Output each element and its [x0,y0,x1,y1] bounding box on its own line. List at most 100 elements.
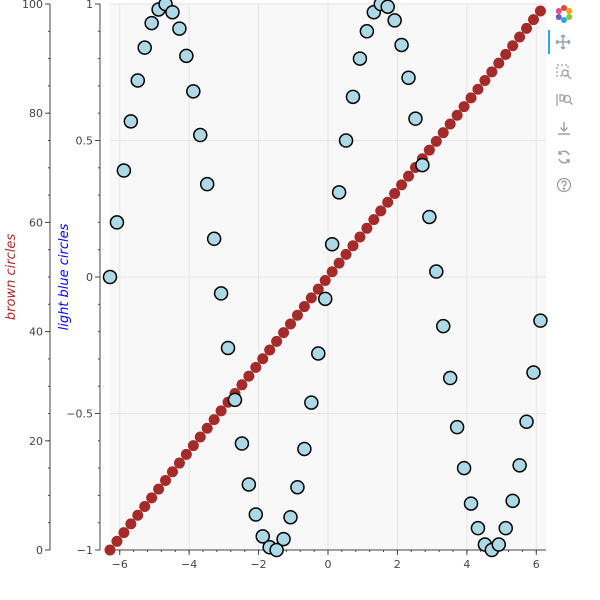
brown-point [305,292,317,304]
brown-point [375,205,387,217]
blue-point [526,365,541,380]
brown-point [479,75,491,87]
brown-point [451,109,463,121]
brown-point [139,501,151,513]
brown-point [340,248,352,260]
brown-point [298,301,310,313]
blue-point [394,37,409,53]
data-points [102,0,548,558]
y-axis-title-blue: light blue circles [57,223,72,330]
blue-point [123,114,139,129]
brown-point [236,379,248,391]
blue-point [401,70,416,85]
brown-point [319,274,331,286]
brown-point [194,431,206,443]
pan-icon[interactable] [548,30,576,54]
reset-icon[interactable] [552,145,576,169]
brown-point [333,257,345,269]
blue-point [227,392,243,408]
blue-point [449,419,465,435]
brown-point [514,31,526,43]
brown-point [312,283,324,295]
brown-point [528,14,540,26]
brown-point [250,361,262,373]
blue-point [380,0,395,14]
blue-point [165,4,180,20]
brown-point [201,422,213,434]
blue-point [220,340,236,356]
y-tick-label-brown: 20 [29,435,43,448]
x-tick-label: 4 [463,558,470,571]
brown-point [458,101,470,113]
box-zoom-icon[interactable] [552,60,576,84]
blue-point [415,157,430,173]
brown-point [437,127,449,139]
blue-point [422,209,437,225]
blue-point [234,436,250,451]
blue-point [283,509,298,525]
blue-point [276,531,291,547]
blue-point [442,370,458,386]
x-tick-label: −2 [250,558,266,571]
y-axis-title-brown: brown circles [4,234,19,320]
brown-point [208,414,220,426]
brown-point [257,353,269,365]
bokeh-logo-icon[interactable] [552,2,576,26]
blue-point [297,441,312,457]
brown-point [118,527,130,539]
brown-point [465,92,477,104]
brown-point [264,344,276,356]
brown-point [111,535,123,547]
wheel-zoom-icon[interactable] [552,88,576,112]
blue-point [255,529,270,544]
y-tick-label-blue: −0.5 [66,408,93,421]
blue-point [387,13,402,28]
brown-point [396,179,408,191]
y-tick-label-blue: 1 [86,0,93,11]
brown-point [486,66,498,78]
brown-point [291,309,303,321]
brown-point [153,483,165,495]
x-tick-label: 2 [394,558,401,571]
blue-point [345,89,361,105]
brown-point [444,118,456,130]
brown-point [180,448,192,460]
y-tick-label-brown: 0 [36,544,43,557]
brown-point [278,327,290,339]
help-icon[interactable] [552,173,576,197]
brown-point [534,5,546,17]
blue-point [186,84,201,99]
blue-point [331,185,347,200]
brown-point [500,48,512,60]
blue-point [338,133,354,148]
axes: −6 −4 −2 0 2 4 6 −1 −0.5 0 0.5 1 0 20 40 60 80 100 [22,0,546,571]
blue-point [408,111,423,126]
brown-point [243,370,255,382]
x-tick-label: −6 [112,558,128,571]
blue-point [304,395,319,410]
blue-point [359,24,375,39]
brown-point [326,266,338,278]
brown-point [125,518,137,530]
blue-point [324,236,340,252]
y-tick-label-brown: 40 [29,326,43,339]
x-tick-label: −4 [181,558,197,571]
blue-point [213,286,229,301]
x-tick-label: 0 [325,558,332,571]
brown-point [347,240,359,252]
blue-point [456,460,472,476]
brown-point [160,474,172,486]
blue-point [179,48,194,64]
blue-point [144,15,159,31]
blue-point [435,318,451,334]
save-icon[interactable] [552,117,576,141]
brown-point [382,196,394,208]
brown-point [215,405,227,417]
brown-point [423,144,435,156]
brown-point [271,335,283,347]
brown-point [389,188,401,200]
blue-point [102,269,118,285]
blue-point [311,346,326,361]
blue-point [317,291,333,307]
